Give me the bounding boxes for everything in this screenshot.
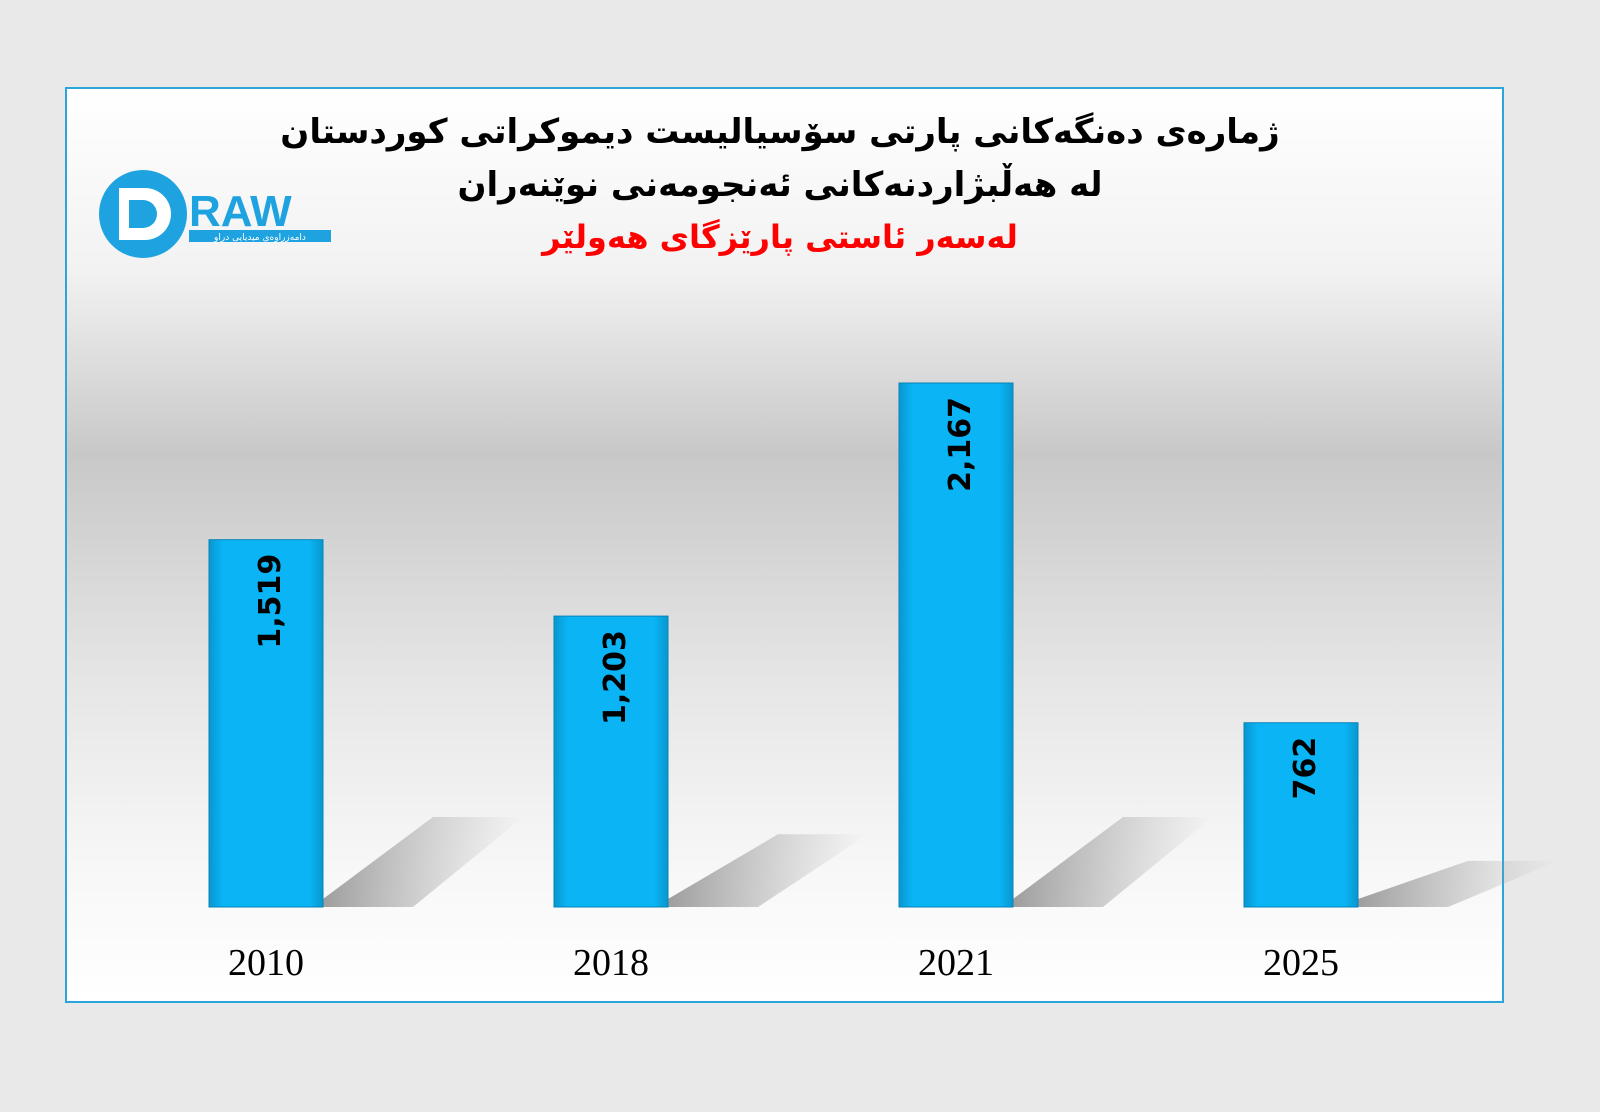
chart-title: ژمارەی دەنگەکانی پارتی سۆسیالیست دیموکرا… bbox=[280, 112, 1280, 152]
bar-shadow bbox=[1013, 817, 1213, 907]
x-tick-label: 2010 bbox=[228, 942, 304, 984]
x-tick-label: 2021 bbox=[918, 942, 994, 984]
value-label: 1,519 bbox=[253, 554, 288, 649]
bar-shadow bbox=[1358, 860, 1558, 907]
x-tick-label: 2018 bbox=[573, 942, 649, 984]
value-label: 762 bbox=[1288, 737, 1323, 800]
svg-text:RAW: RAW bbox=[189, 187, 292, 236]
draw-logo: RAW دامەزراوەی میدیایی دراو bbox=[99, 170, 331, 258]
bar-2010 bbox=[208, 539, 324, 908]
logo-tagline: دامەزراوەی میدیایی دراو bbox=[213, 233, 306, 243]
value-label: 2,167 bbox=[943, 397, 978, 492]
bar-shadow bbox=[668, 834, 868, 907]
bar-2021 bbox=[898, 382, 1014, 908]
value-label: 1,203 bbox=[598, 630, 633, 725]
bar-2018 bbox=[553, 615, 669, 908]
chart-subtitle-region: لەسەر ئاستی پارێزگای هەولێر bbox=[542, 218, 1018, 256]
bar-2025 bbox=[1243, 722, 1359, 908]
x-tick-label: 2025 bbox=[1263, 942, 1339, 984]
bar-shadow bbox=[323, 817, 523, 907]
chart-subtitle: لە هەڵبژاردنەکانی ئەنجومەنی نوێنەران bbox=[457, 165, 1103, 205]
